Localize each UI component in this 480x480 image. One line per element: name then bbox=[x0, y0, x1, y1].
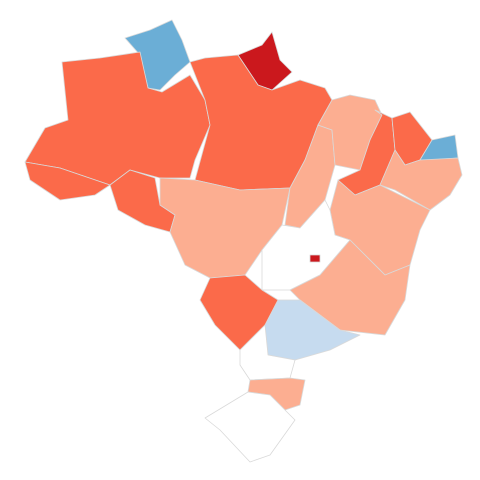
region bbox=[309, 254, 321, 263]
region bbox=[24, 161, 111, 201]
region bbox=[239, 324, 296, 381]
region bbox=[289, 239, 411, 336]
region bbox=[204, 391, 296, 463]
region bbox=[379, 149, 463, 211]
region bbox=[24, 51, 211, 186]
